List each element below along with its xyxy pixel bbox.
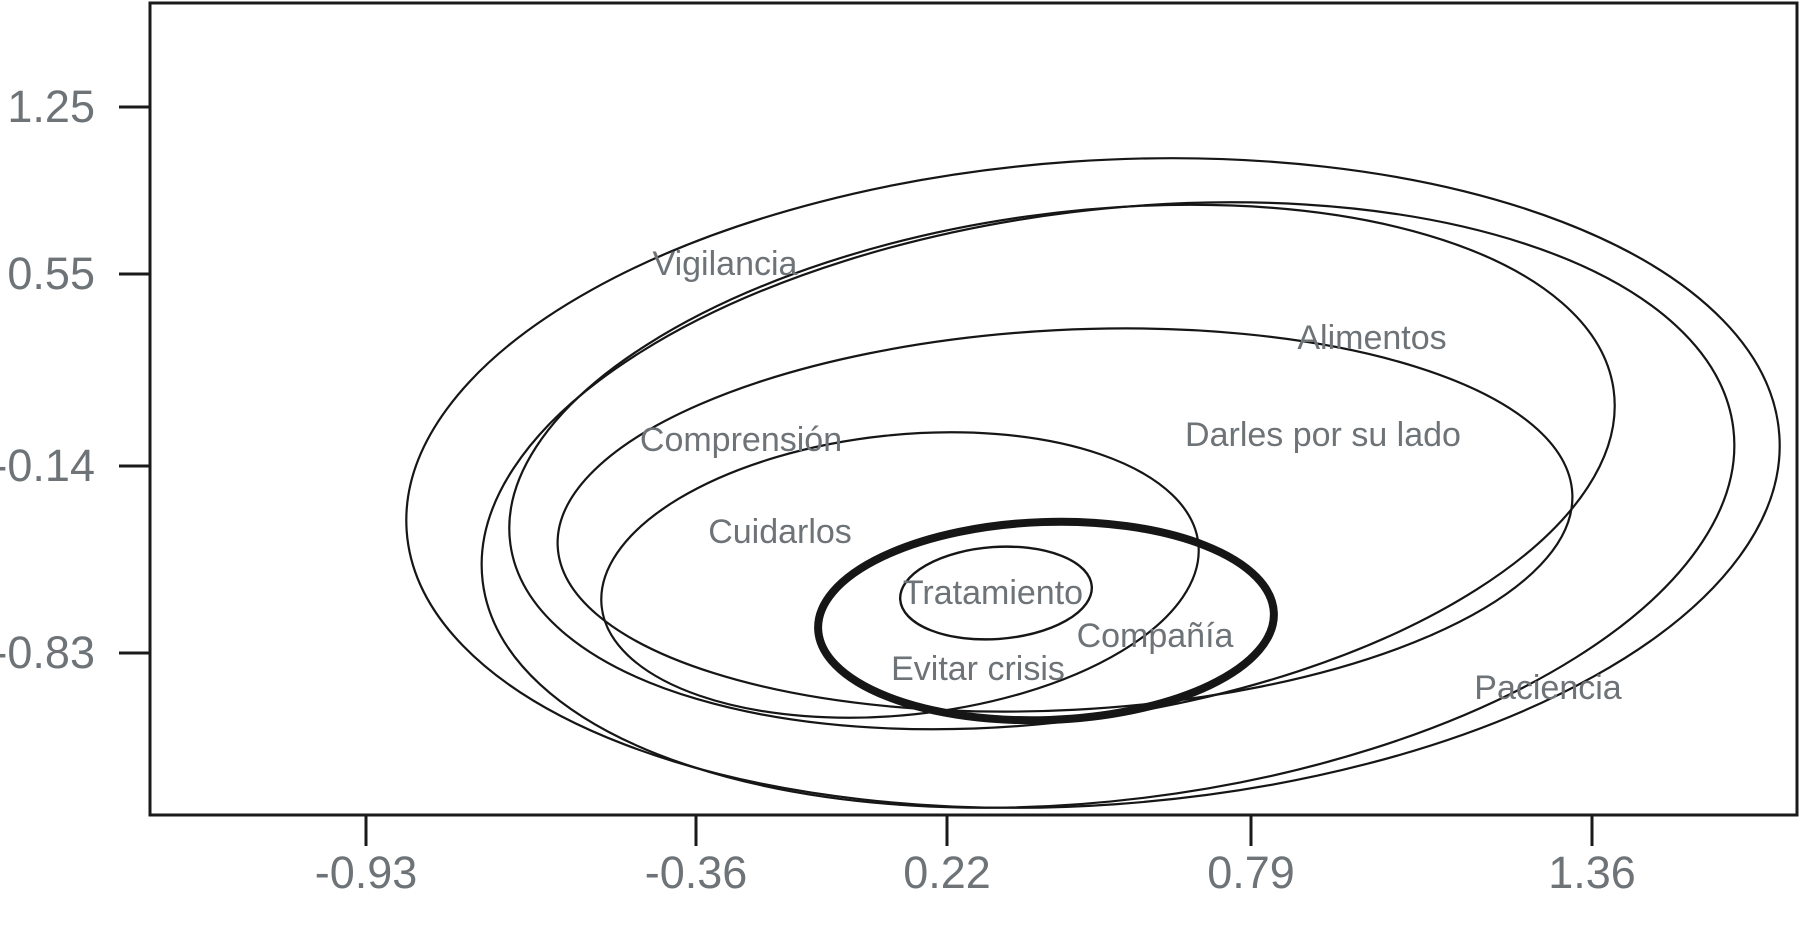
region-label-5: Tratamiento bbox=[903, 574, 1083, 612]
y-tick-label-3: -0.83 bbox=[0, 627, 95, 678]
y-axis-ticks-group: 1.25 0.55 -0.14 -0.83 bbox=[0, 81, 150, 678]
x-tick-label-4: 1.36 bbox=[1548, 847, 1636, 898]
y-tick-label-0: 1.25 bbox=[7, 81, 95, 132]
region-ellipse-ring-3 bbox=[508, 203, 1616, 731]
x-tick-label-0: -0.93 bbox=[315, 847, 418, 898]
x-tick-label-3: 0.79 bbox=[1207, 847, 1295, 898]
plot-border bbox=[148, 1, 1799, 817]
region-ellipse-ring-innermost bbox=[898, 545, 1094, 641]
region-label-6: Compañía bbox=[1077, 617, 1234, 655]
x-axis-ticks-group: -0.93 -0.36 0.22 0.79 1.36 bbox=[315, 815, 1636, 898]
region-label-3: Darles por su lado bbox=[1185, 416, 1461, 454]
region-labels-group: Vigilancia Alimentos Comprensión Darles por… bbox=[640, 245, 1622, 707]
region-label-2: Comprensión bbox=[640, 421, 842, 459]
region-label-8: Paciencia bbox=[1474, 669, 1622, 707]
x-tick-label-1: -0.36 bbox=[645, 847, 748, 898]
region-label-1: Alimentos bbox=[1297, 319, 1446, 357]
region-ellipses-group bbox=[405, 157, 1781, 809]
region-ellipse-ring-thick bbox=[814, 517, 1278, 725]
y-tick-label-2: -0.14 bbox=[0, 440, 95, 491]
region-label-7: Evitar crisis bbox=[891, 650, 1065, 688]
plot-frame-group bbox=[148, 1, 1799, 817]
x-tick-label-2: 0.22 bbox=[903, 847, 991, 898]
region-label-4: Cuidarlos bbox=[708, 513, 852, 551]
region-ellipse-ring-4 bbox=[556, 327, 1574, 713]
y-tick-label-1: 0.55 bbox=[7, 248, 95, 299]
region-ellipse-ring-2 bbox=[480, 201, 1736, 809]
region-label-0: Vigilancia bbox=[653, 245, 798, 283]
region-ellipse-ring-outermost bbox=[405, 157, 1781, 809]
